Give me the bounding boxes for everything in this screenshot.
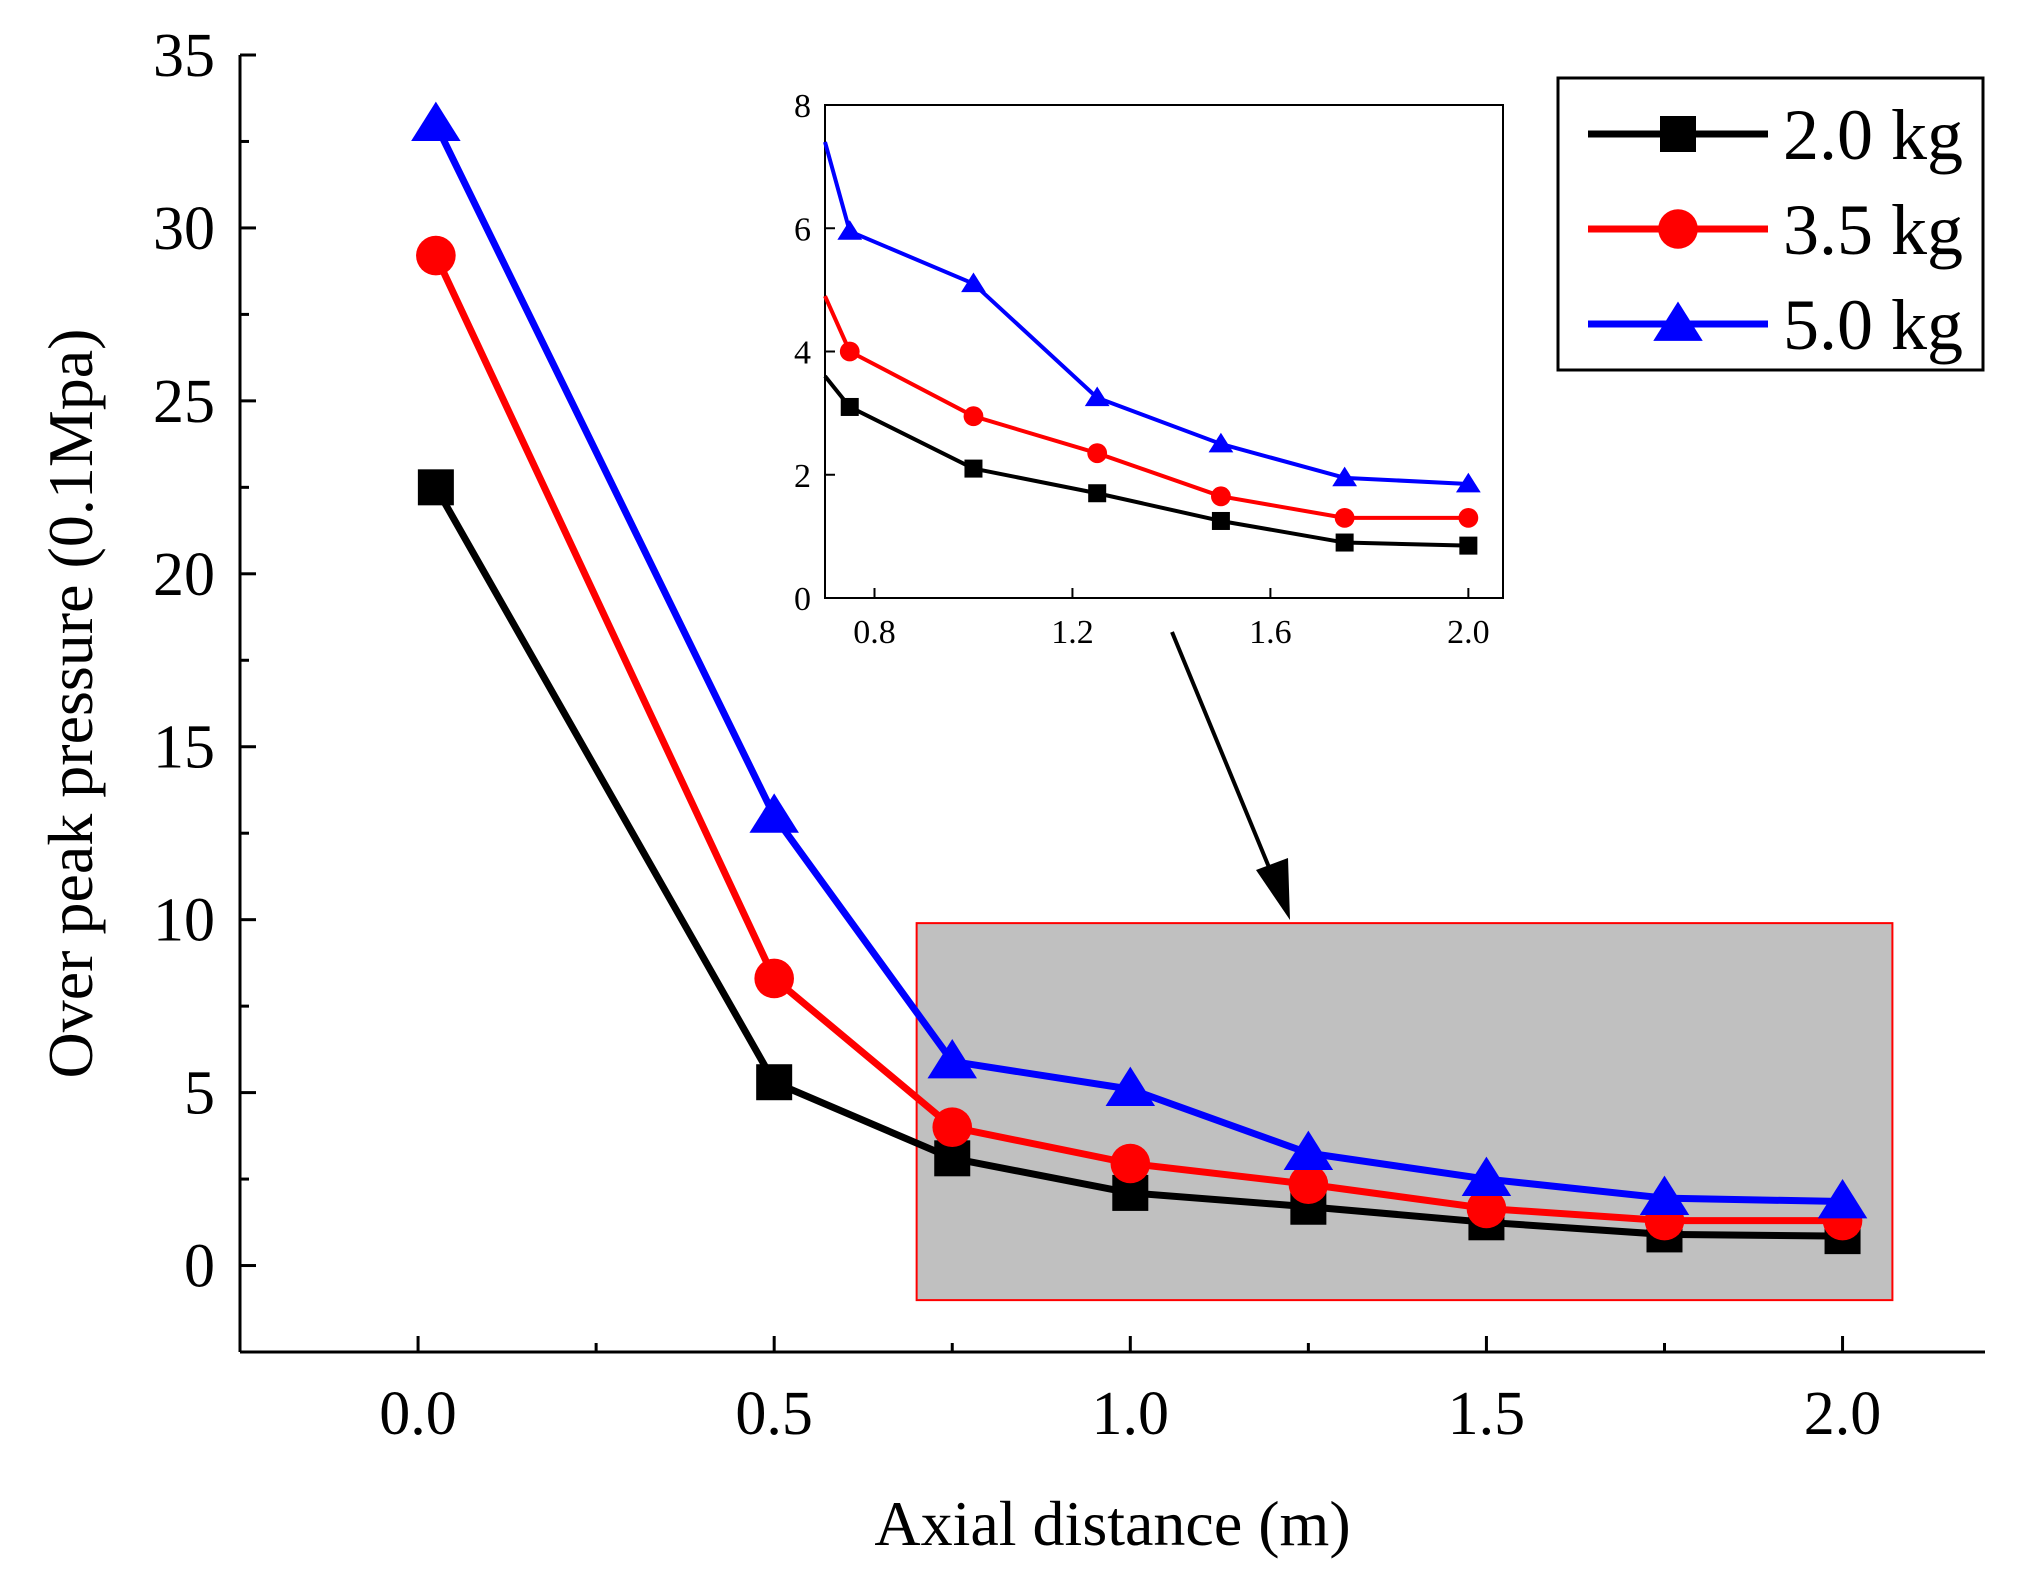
data-point bbox=[1288, 1164, 1329, 1205]
zoom-arrow bbox=[1170, 631, 1290, 920]
data-point bbox=[1110, 1143, 1151, 1184]
inset-data-point bbox=[1335, 533, 1354, 552]
zoom-arrow-line bbox=[1170, 631, 1282, 895]
y-tick-label: 30 bbox=[153, 195, 215, 263]
inset-data-point bbox=[1211, 486, 1231, 507]
inset-data-point bbox=[1458, 507, 1479, 528]
data-point bbox=[754, 958, 794, 999]
inset-data-point bbox=[1459, 536, 1478, 555]
data-point bbox=[927, 1038, 977, 1079]
inset-data-point bbox=[1084, 386, 1110, 407]
data-point bbox=[756, 1064, 793, 1101]
inset-x-tick-label: 1.6 bbox=[1249, 614, 1292, 651]
data-point bbox=[1639, 1175, 1690, 1215]
inset-data-point bbox=[1208, 432, 1234, 453]
inset-data-point bbox=[1332, 466, 1358, 487]
highlight-region bbox=[915, 922, 1894, 1302]
y-tick-label: 0 bbox=[184, 1233, 215, 1301]
inset-y-tick-label: 0 bbox=[794, 581, 811, 618]
data-point bbox=[416, 235, 456, 276]
y-tick-label: 35 bbox=[153, 22, 215, 90]
main-plot-series bbox=[411, 101, 1868, 1255]
inset-y-tick-label: 4 bbox=[794, 335, 811, 372]
legend: 2.0 kg 3.5 kg 5.0 kg bbox=[1556, 76, 1985, 372]
x-tick-label: 1.5 bbox=[1448, 1380, 1526, 1448]
x-tick-label: 0.5 bbox=[735, 1380, 813, 1448]
inset-y-tick-label: 8 bbox=[794, 88, 811, 125]
legend-marker-0 bbox=[1660, 116, 1696, 152]
inset-data-point bbox=[1211, 511, 1230, 530]
data-point bbox=[417, 469, 454, 506]
data-point bbox=[411, 101, 461, 142]
y-tick-label: 15 bbox=[153, 714, 215, 782]
y-tick-label: 25 bbox=[153, 368, 215, 436]
data-point bbox=[1817, 1179, 1868, 1219]
inset-data-point bbox=[837, 220, 863, 240]
legend-label-0: 2.0 kg bbox=[1783, 95, 1963, 175]
inset-data-point bbox=[1455, 472, 1481, 493]
y-tick-label: 10 bbox=[153, 887, 215, 955]
data-point bbox=[1461, 1156, 1512, 1196]
series-line-1 bbox=[432, 254, 1843, 1225]
inset-data-point bbox=[1087, 443, 1108, 464]
legend-marker-2 bbox=[1653, 301, 1703, 341]
data-point bbox=[1283, 1130, 1334, 1171]
y-axis-title: Over peak pressure (0.1Mpa) bbox=[35, 329, 106, 1079]
x-tick-label: 0.0 bbox=[379, 1380, 457, 1448]
inset-x-tick-label: 0.8 bbox=[853, 614, 896, 651]
x-axis-title: Axial distance (m) bbox=[874, 1488, 1350, 1559]
highlight-region-box bbox=[915, 922, 1894, 1302]
inset-data-point bbox=[840, 397, 859, 416]
inset-y-tick-label: 6 bbox=[794, 211, 811, 248]
legend-marker-1 bbox=[1658, 209, 1698, 249]
series-line-0 bbox=[432, 485, 1843, 1240]
x-tick-label: 1.0 bbox=[1092, 1380, 1170, 1448]
inset-x-tick-label: 1.2 bbox=[1051, 614, 1094, 651]
inset-data-point bbox=[964, 459, 983, 478]
y-tick-label: 5 bbox=[184, 1060, 215, 1128]
data-point bbox=[932, 1107, 973, 1147]
inset-plot: 0.8 1.2 1.6 2.0 0 2 4 6 8 bbox=[794, 88, 1504, 651]
y-tick-label: 20 bbox=[153, 541, 215, 609]
inset-x-tick-label: 2.0 bbox=[1447, 614, 1490, 651]
inset-y-tick-label: 2 bbox=[794, 458, 811, 495]
legend-label-1: 3.5 kg bbox=[1783, 190, 1963, 270]
data-point bbox=[1466, 1188, 1507, 1229]
series-line-2 bbox=[432, 122, 1843, 1206]
inset-data-point bbox=[1088, 484, 1107, 503]
data-point bbox=[1105, 1066, 1156, 1107]
inset-data-point bbox=[839, 341, 860, 362]
data-point bbox=[749, 793, 799, 833]
zoom-arrow-head bbox=[1256, 858, 1290, 920]
inset-data-point bbox=[963, 406, 984, 427]
legend-label-2: 5.0 kg bbox=[1783, 285, 1963, 365]
inset-data-point bbox=[961, 272, 986, 293]
inset-frame bbox=[824, 104, 1504, 599]
inset-data-point bbox=[1334, 507, 1355, 528]
x-tick-label: 2.0 bbox=[1804, 1380, 1882, 1448]
